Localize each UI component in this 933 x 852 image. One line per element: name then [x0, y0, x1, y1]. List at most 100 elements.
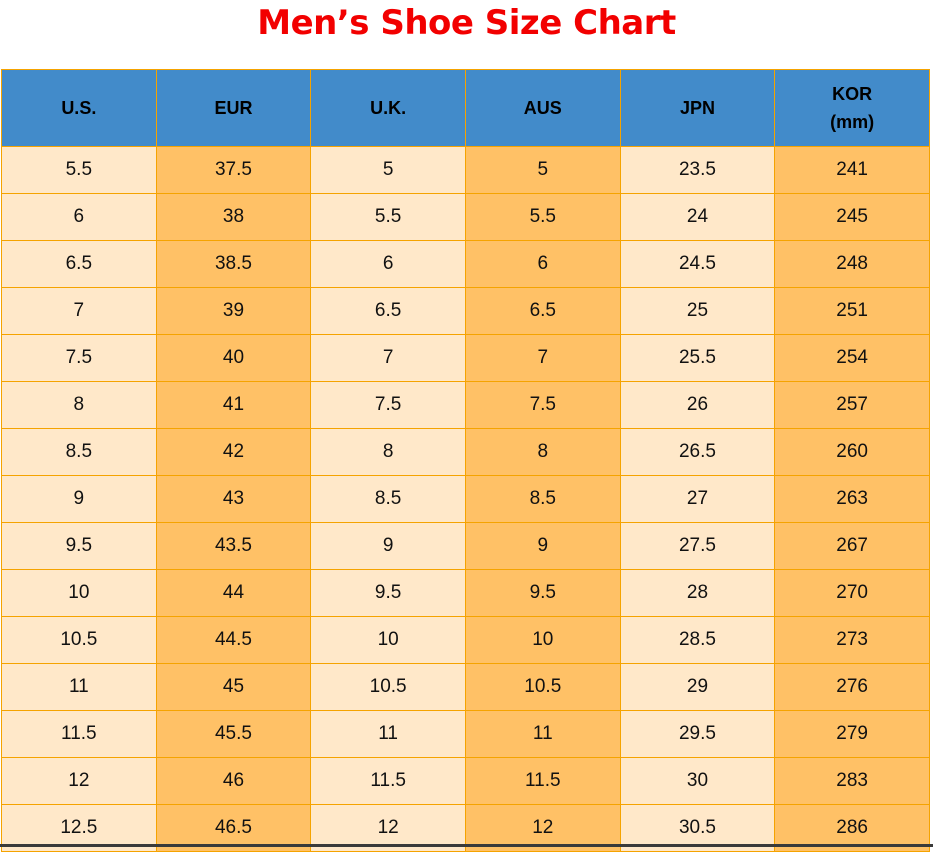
table-cell: 9.5: [1, 522, 157, 570]
table-cell: 27: [619, 475, 776, 523]
column-header: JPN: [619, 69, 776, 147]
bottom-bar: [0, 844, 933, 847]
table-cell: 7.5: [1, 334, 157, 382]
table-cell: 283: [774, 757, 930, 805]
table-row: 7.5 40 7 7 25.5 254: [1, 334, 930, 382]
table-row: 5.5 37.5 5 5 23.5 241: [1, 146, 930, 194]
table-cell: 11.5: [464, 757, 621, 805]
table-cell: 23.5: [619, 146, 776, 194]
table-cell: 273: [774, 616, 930, 664]
table-cell: 8: [464, 428, 621, 476]
column-header: U.S.: [1, 69, 157, 147]
table-cell: 25: [619, 287, 776, 335]
table-cell: 45.5: [155, 710, 312, 758]
table-cell: 45: [155, 663, 312, 711]
table-cell: 9: [310, 522, 466, 570]
table-cell: 11: [1, 663, 157, 711]
table-cell: 9.5: [464, 569, 621, 617]
table-row: 8.5 42 8 8 26.5 260: [1, 428, 930, 476]
table-cell: 28: [619, 569, 776, 617]
table-row: 9 43 8.5 8.5 27 263: [1, 475, 930, 523]
table-cell: 5: [464, 146, 621, 194]
header-row: U.S. EUR U.K. AUS JPN KOR (mm): [1, 69, 930, 147]
table-row: 11 45 10.5 10.5 29 276: [1, 663, 930, 711]
table-cell: 12: [1, 757, 157, 805]
table-cell: 279: [774, 710, 930, 758]
column-header: AUS: [464, 69, 621, 147]
table-cell: 257: [774, 381, 930, 429]
column-header: KOR (mm): [774, 69, 930, 147]
table-row: 6.5 38.5 6 6 24.5 248: [1, 240, 930, 288]
table-cell: 26.5: [619, 428, 776, 476]
table-cell: 43.5: [155, 522, 312, 570]
table-row: 9.5 43.5 9 9 27.5 267: [1, 522, 930, 570]
table-cell: 41: [155, 381, 312, 429]
table-cell: 10: [310, 616, 466, 664]
column-header: U.K.: [310, 69, 466, 147]
table-cell: 5: [310, 146, 466, 194]
table-cell: 28.5: [619, 616, 776, 664]
table-cell: 8.5: [310, 475, 466, 523]
page-title: Men’s Shoe Size Chart: [257, 3, 676, 43]
table-cell: 5.5: [310, 193, 466, 241]
table-cell: 39: [155, 287, 312, 335]
table-cell: 245: [774, 193, 930, 241]
table-cell: 8.5: [464, 475, 621, 523]
table-cell: 26: [619, 381, 776, 429]
table-cell: 30: [619, 757, 776, 805]
table-cell: 254: [774, 334, 930, 382]
table-cell: 260: [774, 428, 930, 476]
table-cell: 5.5: [464, 193, 621, 241]
table-row: 10.5 44.5 10 10 28.5 273: [1, 616, 930, 664]
table-cell: 6.5: [464, 287, 621, 335]
table-cell: 10.5: [464, 663, 621, 711]
table-cell: 29.5: [619, 710, 776, 758]
table-cell: 267: [774, 522, 930, 570]
table-row: 6 38 5.5 5.5 24 245: [1, 193, 930, 241]
table-cell: 24: [619, 193, 776, 241]
table-cell: 9: [1, 475, 157, 523]
table-cell: 11: [464, 710, 621, 758]
table-cell: 43: [155, 475, 312, 523]
table-cell: 11: [310, 710, 466, 758]
table-cell: 11.5: [310, 757, 466, 805]
table-row: 10 44 9.5 9.5 28 270: [1, 569, 930, 617]
table-cell: 7: [1, 287, 157, 335]
table-cell: 6.5: [1, 240, 157, 288]
size-chart-table: U.S. EUR U.K. AUS JPN KOR (mm) 5.5 37.5 5 5 23.5 24…: [1, 69, 930, 852]
table-cell: 10: [1, 569, 157, 617]
table-cell: 8.5: [1, 428, 157, 476]
table-cell: 5.5: [1, 146, 157, 194]
table-cell: 38: [155, 193, 312, 241]
table-cell: 248: [774, 240, 930, 288]
table-cell: 7.5: [310, 381, 466, 429]
column-header: EUR: [155, 69, 312, 147]
table-cell: 11.5: [1, 710, 157, 758]
table-cell: 29: [619, 663, 776, 711]
table-row: 12 46 11.5 11.5 30 283: [1, 757, 930, 805]
table-cell: 6: [1, 193, 157, 241]
table-cell: 42: [155, 428, 312, 476]
table-row: 11.5 45.5 11 11 29.5 279: [1, 710, 930, 758]
table-cell: 40: [155, 334, 312, 382]
table-cell: 7: [464, 334, 621, 382]
table-cell: 46: [155, 757, 312, 805]
table-cell: 10.5: [310, 663, 466, 711]
table-cell: 251: [774, 287, 930, 335]
table-cell: 8: [1, 381, 157, 429]
table-cell: 44.5: [155, 616, 312, 664]
table-cell: 7: [310, 334, 466, 382]
table-cell: 27.5: [619, 522, 776, 570]
table-cell: 9: [464, 522, 621, 570]
table-cell: 10: [464, 616, 621, 664]
table-cell: 7.5: [464, 381, 621, 429]
table-cell: 6: [310, 240, 466, 288]
table-cell: 6: [464, 240, 621, 288]
table-cell: 24.5: [619, 240, 776, 288]
table-cell: 241: [774, 146, 930, 194]
table-row: 8 41 7.5 7.5 26 257: [1, 381, 930, 429]
table-cell: 9.5: [310, 569, 466, 617]
table-cell: 44: [155, 569, 312, 617]
table-cell: 6.5: [310, 287, 466, 335]
table-cell: 270: [774, 569, 930, 617]
